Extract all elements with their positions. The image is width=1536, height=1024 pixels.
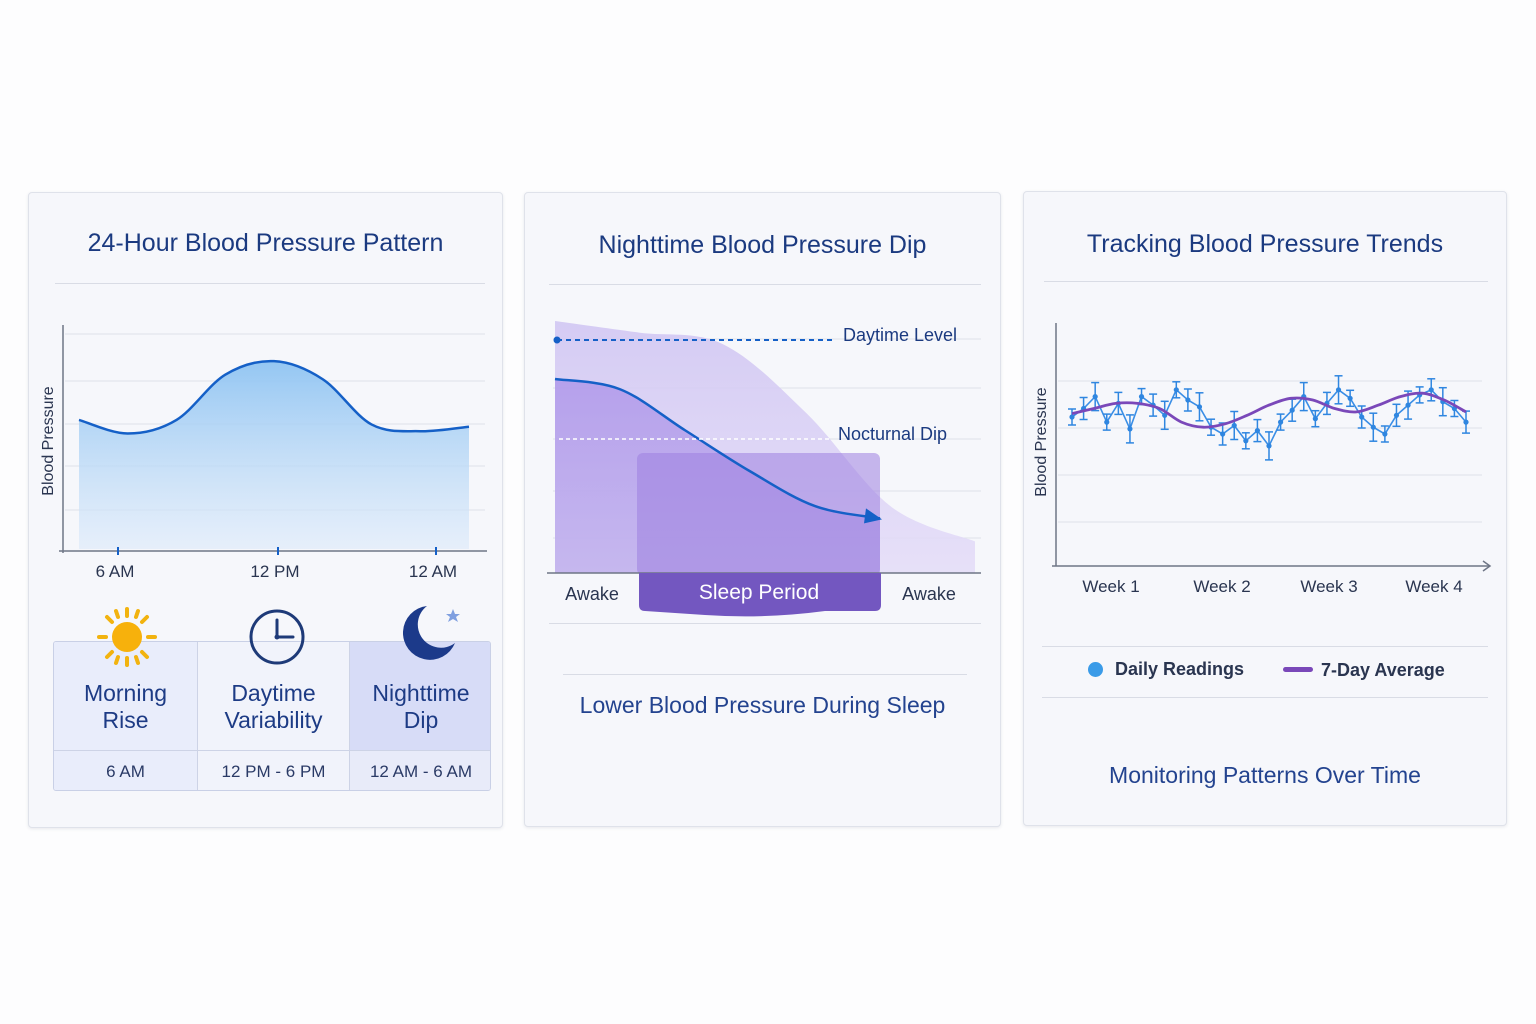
daily-reading-point [1312, 416, 1318, 422]
daily-reading-point [1254, 428, 1261, 434]
panel-caption: Lower Blood Pressure During Sleep [579, 692, 946, 718]
sleep-block [637, 453, 880, 575]
card-name: Morning Rise [83, 680, 168, 733]
awake-left-label: Awake [565, 584, 619, 604]
daily-reading-point [1289, 407, 1295, 413]
card-name: Daytime Variability [224, 680, 323, 733]
area-fill [79, 361, 469, 549]
legend-dot-icon [1088, 662, 1103, 677]
moon-icon [402, 606, 460, 660]
card-name: Nighttime Dip [372, 680, 470, 733]
legend-7-day-average: 7-Day Average [1283, 660, 1445, 681]
daily-reading-point [1243, 438, 1249, 444]
daily-reading-point [1127, 426, 1133, 432]
legend-top-divider [1042, 646, 1488, 647]
panel-title: Tracking Blood Pressure Trends [1086, 230, 1444, 258]
bp-trends-chart: Week 1 Week 2 Week 3 Week 4 Blood Pressure [1033, 323, 1492, 596]
daytime-level-label: Daytime Level [843, 325, 957, 345]
bp-pattern-panel: 24-Hour Blood Pressure Pattern 6 AM 12 PM… [28, 192, 503, 828]
card-nighttime-dip: Nighttime Dip 12 AM - 6 AM [350, 642, 490, 790]
nocturnal-dip-label: Nocturnal Dip [838, 424, 947, 444]
x-tick-label: Week 3 [1300, 577, 1357, 596]
x-axis-arrow [1482, 560, 1492, 572]
sun-icon [97, 607, 157, 667]
daily-reading-point [1393, 412, 1400, 418]
panel-caption: Monitoring Patterns Over Time [1109, 762, 1421, 788]
daily-reading-point [1428, 387, 1434, 393]
daily-reading-point [1335, 387, 1342, 393]
arrow-head [864, 508, 882, 524]
card-time: 6 AM [54, 750, 197, 790]
daily-reading-point [1185, 397, 1191, 403]
daily-reading-point [1382, 431, 1388, 437]
card-time: 12 AM - 6 AM [350, 750, 490, 790]
y-axis-label: Blood Pressure [1033, 387, 1050, 496]
seven-day-average-line [1071, 391, 1467, 429]
daily-reading-point [1347, 395, 1353, 401]
bp-trends-panel: Tracking Blood Pressure Trends Week 1 Wee… [1023, 191, 1507, 826]
daily-reading-point [1138, 394, 1145, 400]
daily-reading-point [1277, 419, 1284, 425]
nighttime-dip-chart: Daytime Level Nocturnal Dip Sleep Period Aw… [547, 321, 981, 617]
bp-line [554, 377, 881, 520]
daily-reading-point [1220, 431, 1226, 437]
title-divider [55, 283, 485, 284]
y-axis-label: Blood Pressure [40, 386, 57, 495]
x-tick-label: 6 AM [96, 562, 135, 581]
daily-reading-point [1162, 412, 1168, 418]
x-tick-label: 12 AM [409, 562, 457, 581]
daily-reading-point [1405, 402, 1411, 408]
daily-reading-point [1463, 419, 1469, 425]
daily-reading-point [1069, 414, 1075, 420]
daily-reading-point [1231, 422, 1237, 429]
daily-reading-point [1196, 404, 1203, 410]
legend-bottom-divider [1042, 697, 1488, 698]
caption-divider [563, 674, 967, 675]
card-time: 12 PM - 6 PM [198, 750, 349, 790]
clock-icon [249, 609, 305, 665]
x-tick-label: 12 PM [250, 562, 299, 581]
phase-cards: Morning Rise 6 AM Daytime Variability 12 P… [53, 641, 491, 791]
x-tick-label: Week 4 [1405, 577, 1462, 596]
bp-pattern-chart: 6 AM 12 PM 12 AM Blood Pressure [40, 325, 487, 581]
daytime-level-dot [553, 336, 561, 344]
daily-reading-point [1370, 424, 1376, 430]
card-daytime-variability: Daytime Variability 12 PM - 6 PM [198, 642, 350, 790]
panel-title: 24-Hour Blood Pressure Pattern [87, 229, 444, 257]
daily-reading-point [1359, 414, 1365, 420]
panel-title: Nighttime Blood Pressure Dip [598, 231, 927, 259]
daily-reading-point [1173, 387, 1179, 393]
title-divider [549, 284, 981, 285]
awake-right-label: Awake [902, 584, 956, 604]
nighttime-dip-panel: Nighttime Blood Pressure Dip Daytime Lev… [524, 192, 1001, 827]
bp-line [78, 359, 470, 435]
legend-line-icon [1283, 667, 1313, 672]
daily-reading-point [1266, 443, 1272, 449]
daily-reading-point [1104, 419, 1110, 425]
sleep-period-label: Sleep Period [699, 581, 819, 604]
card-morning-rise: Morning Rise 6 AM [54, 642, 198, 790]
legend-daily-readings: Daily Readings [1088, 659, 1244, 680]
chart-divider [549, 623, 981, 624]
sleep-period-bar [639, 573, 881, 617]
title-divider [1044, 281, 1488, 282]
daily-reading-point [1092, 394, 1098, 400]
x-tick-label: Week 2 [1193, 577, 1250, 596]
x-tick-label: Week 1 [1082, 577, 1139, 596]
